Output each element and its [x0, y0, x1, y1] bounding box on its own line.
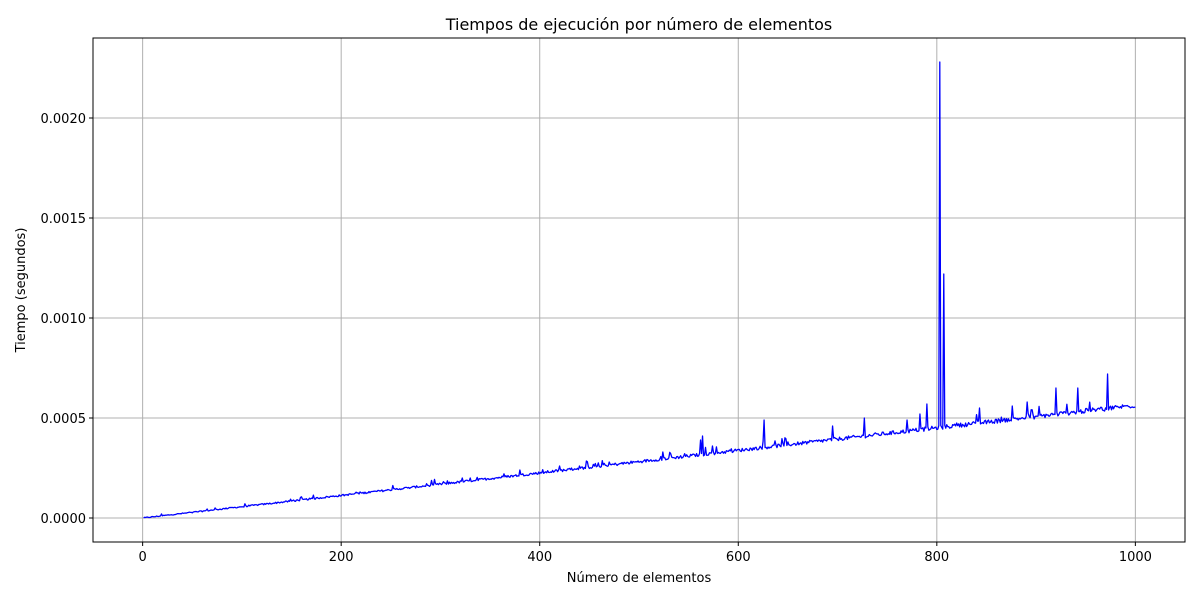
y-tick-label: 0.0000	[41, 512, 87, 527]
x-tick-label: 200	[329, 550, 354, 565]
x-axis: 0 200 400 600 800 1000	[138, 542, 1152, 565]
x-axis-label: Número de elementos	[567, 571, 712, 586]
y-axis: 0.0000 0.0005 0.0010 0.0015 0.0020	[41, 112, 93, 527]
plot-frame	[92, 37, 1186, 543]
x-tick-label: 0	[138, 550, 146, 565]
y-tick-label: 0.0020	[41, 112, 87, 127]
series	[143, 61, 1136, 519]
x-tick-label: 400	[527, 550, 552, 565]
y-tick-label: 0.0015	[41, 212, 87, 227]
y-tick-label: 0.0010	[41, 312, 87, 327]
x-tick-label: 600	[726, 550, 751, 565]
x-tick-label: 800	[924, 550, 949, 565]
series-line	[143, 61, 1136, 519]
y-axis-label: Tiempo (segundos)	[14, 228, 29, 354]
x-tick-label: 1000	[1119, 550, 1152, 565]
grid	[93, 38, 1185, 542]
y-tick-label: 0.0005	[41, 412, 87, 427]
chart-title: Tiempos de ejecución por número de eleme…	[445, 15, 833, 34]
